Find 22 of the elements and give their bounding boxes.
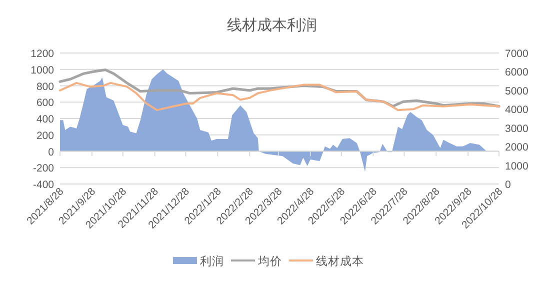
y-tick-label: -400 [32,179,54,191]
y-tick-label: 200 [36,130,54,142]
y-tick-label: 1000 [30,64,54,76]
y-tick-label: -200 [32,162,54,175]
y2-tick-label: 5000 [505,85,529,98]
y2-tick-label: 3000 [505,122,529,135]
y-tick-label: 400 [36,114,54,126]
y2-tick-label: 7000 [505,48,529,60]
legend-label: 均价 [257,255,282,268]
legend-label: 线材成本 [316,255,364,268]
y2-tick-label: 4000 [505,104,529,116]
y-tick-label: 800 [36,80,54,93]
y2-tick-label: 0 [505,179,511,191]
y2-tick-label: 1000 [505,160,529,172]
line-series [59,82,500,112]
y-tick-label: 0 [48,146,54,158]
y2-tick-label: 6000 [505,66,529,79]
y2-tick-label: 2000 [505,142,529,154]
legend-label: 利润 [200,254,224,268]
y-tick-label: 600 [36,97,54,110]
chart-title: 线材成本利润 [227,17,317,34]
y-tick-label: 1200 [30,48,54,60]
